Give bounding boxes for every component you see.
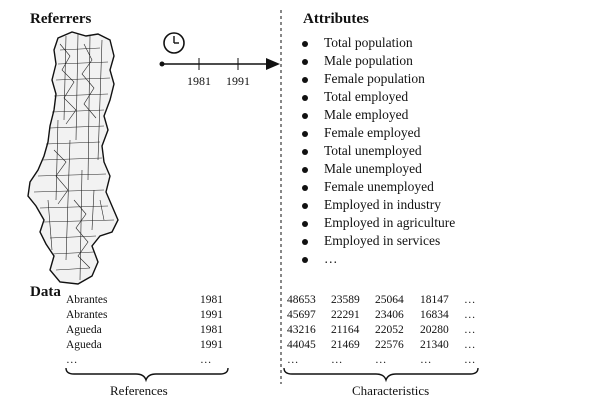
characteristic-cell: … [464,324,476,336]
reference-place: Abrantes [66,294,108,306]
bullet-icon [302,167,308,173]
attribute-item: Employed in industry [298,196,455,214]
attribute-item: Employed in services [298,232,455,250]
characteristic-cell: … [464,339,476,351]
timeline-arrow [159,58,280,70]
bullet-icon [302,203,308,209]
reference-place: Agueda [66,339,102,351]
reference-place: Abrantes [66,309,108,321]
characteristic-cell: 23406 [375,309,404,321]
characteristic-cell: 25064 [375,294,404,306]
characteristic-cell: 45697 [287,309,316,321]
characteristic-cell: … [331,354,343,366]
characteristics-label: Characteristics [352,383,430,398]
clock-icon [163,32,185,54]
references-label: References [110,383,168,398]
characteristic-cell: 21164 [331,324,360,336]
bullet-icon [302,257,308,263]
bullet-icon [302,77,308,83]
characteristic-cell: … [420,354,432,366]
reference-year: 1991 [200,339,223,351]
characteristic-cell: 21340 [420,339,449,351]
data-title: Data [30,284,61,300]
characteristic-cell: 48653 [287,294,316,306]
timeline-year-1991: 1991 [226,74,250,88]
attributes-title: Attributes [303,11,369,27]
characteristic-cell: 44045 [287,339,316,351]
attribute-item: Female employed [298,124,455,142]
attribute-item: Total population [298,34,455,52]
characteristic-cell: 22052 [375,324,404,336]
characteristic-cell: 22291 [331,309,360,321]
reference-year: 1991 [200,309,223,321]
bullet-icon [302,59,308,65]
attributes-list: Total population Male population Female … [298,34,455,268]
characteristic-cell: … [375,354,387,366]
characteristic-cell: … [464,294,476,306]
characteristic-cell: … [464,309,476,321]
characteristic-cell: 18147 [420,294,449,306]
attribute-item: Male unemployed [298,160,455,178]
attribute-item: Employed in agriculture [298,214,455,232]
attribute-item: Total employed [298,88,455,106]
attribute-item: Female unemployed [298,178,455,196]
referrers-title: Referrers [30,11,92,27]
characteristics-brace [283,367,479,383]
timeline-year-1981: 1981 [187,74,211,88]
attribute-item: Male population [298,52,455,70]
characteristic-cell: 20280 [420,324,449,336]
reference-year: 1981 [200,294,223,306]
attribute-item: … [298,250,455,268]
characteristic-cell: 16834 [420,309,449,321]
references-brace [65,367,229,383]
attribute-item: Total unemployed [298,142,455,160]
characteristic-cell: 22576 [375,339,404,351]
bullet-icon [302,131,308,137]
characteristic-cell: … [287,354,299,366]
bullet-icon [302,113,308,119]
reference-place: Agueda [66,324,102,336]
characteristic-cell: 43216 [287,324,316,336]
bullet-icon [302,95,308,101]
attribute-item: Male employed [298,106,455,124]
reference-place: … [66,354,78,366]
bullet-icon [302,239,308,245]
bullet-icon [302,149,308,155]
portugal-municipalities-map-icon [27,31,119,285]
bullet-icon [302,41,308,47]
reference-year: 1981 [200,324,223,336]
attribute-item: Female population [298,70,455,88]
characteristic-cell: … [464,354,476,366]
bullet-icon [302,221,308,227]
characteristic-cell: 21469 [331,339,360,351]
reference-year: … [200,354,212,366]
characteristic-cell: 23589 [331,294,360,306]
bullet-icon [302,185,308,191]
